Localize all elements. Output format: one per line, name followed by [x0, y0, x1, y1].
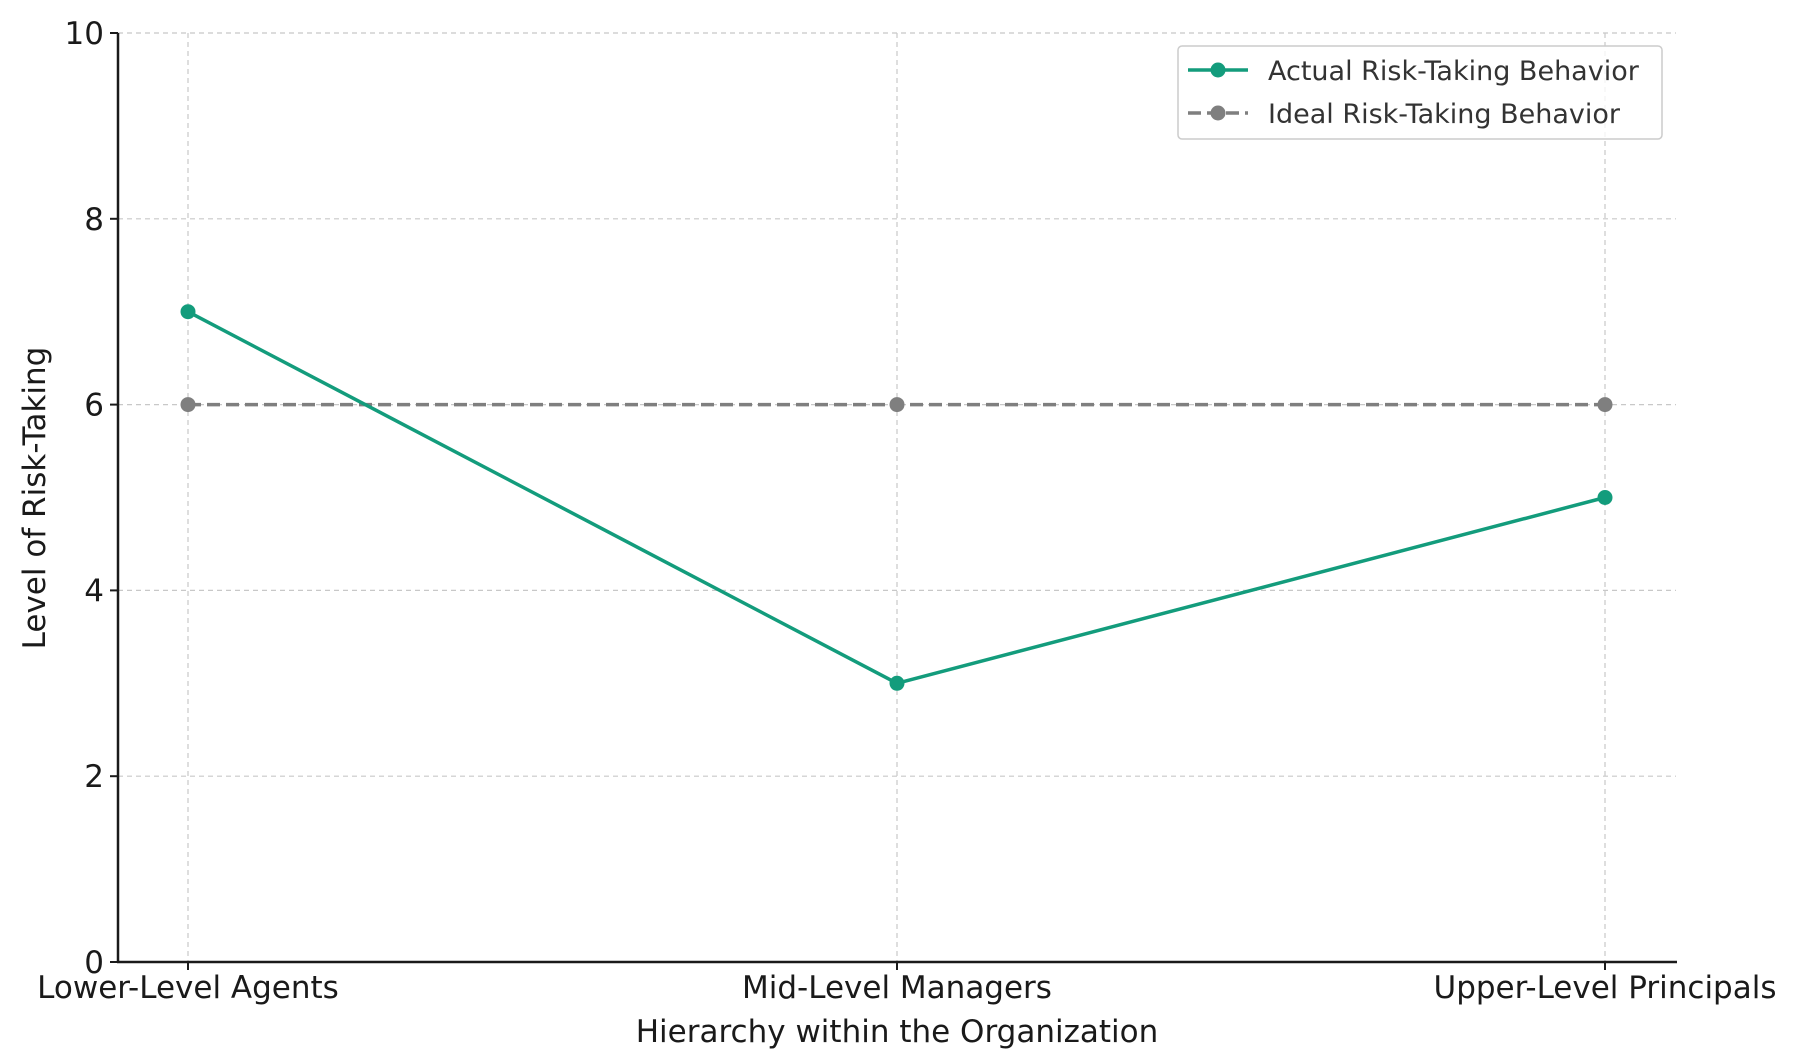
- data-point-ideal: [1597, 397, 1613, 413]
- y-tick-label: 10: [65, 16, 104, 52]
- y-tick-label: 0: [84, 945, 104, 981]
- x-tick-label: Upper-Level Principals: [1434, 970, 1777, 1006]
- data-point-ideal: [889, 397, 905, 413]
- legend-label-actual: Actual Risk-Taking Behavior: [1268, 56, 1640, 87]
- y-tick-label: 2: [84, 759, 104, 795]
- tick-marks: 0 2 4 6 8 10 Lower-Level Agents Mid-Level Manag…: [37, 16, 1776, 1006]
- x-tick-label: Mid-Level Managers: [742, 970, 1052, 1006]
- legend-marker-ideal: [1210, 105, 1226, 121]
- data-point-ideal: [180, 397, 196, 413]
- y-axis-title: Level of Risk-Taking: [17, 347, 53, 650]
- x-tick-label: Lower-Level Agents: [37, 970, 339, 1006]
- legend-frame: [1177, 45, 1663, 140]
- y-tick-label: 4: [84, 573, 104, 609]
- data-point-actual: [180, 304, 196, 320]
- y-tick-label: 8: [84, 202, 104, 238]
- legend-marker-actual: [1210, 62, 1226, 78]
- data-point-actual: [889, 675, 905, 691]
- series: [180, 304, 1613, 691]
- legend-label-ideal: Ideal Risk-Taking Behavior: [1268, 99, 1621, 130]
- legend: Actual Risk-Taking Behavior Ideal Risk-T…: [1177, 45, 1663, 140]
- grid-lines: [118, 32, 1676, 962]
- data-point-actual: [1597, 490, 1613, 505]
- x-axis-title: Hierarchy within the Organization: [636, 1014, 1159, 1050]
- y-tick-label: 6: [84, 388, 104, 424]
